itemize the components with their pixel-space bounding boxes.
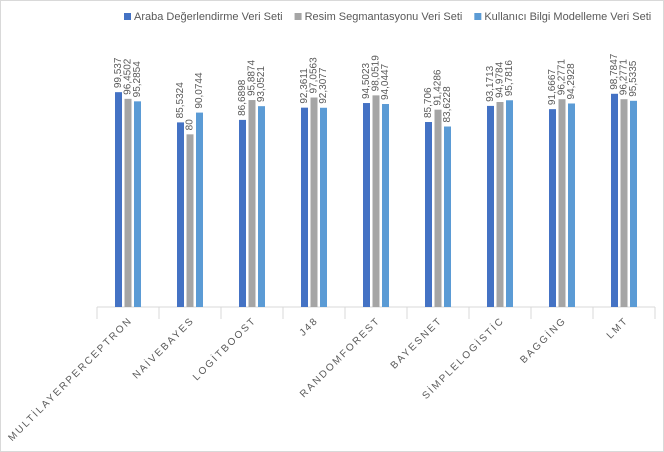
bar	[372, 95, 380, 308]
bar	[630, 100, 637, 308]
value-label: 98,0519	[371, 55, 382, 92]
value-label: 95,5335	[628, 60, 639, 97]
legend-swatch	[124, 13, 131, 20]
bar	[310, 97, 318, 308]
bar	[549, 109, 556, 307]
bar	[425, 122, 432, 307]
legend: Araba Değerlendirme Veri Seti Resim Segma…	[124, 11, 651, 23]
bar	[177, 122, 184, 307]
bar	[487, 105, 494, 308]
value-label: 96,2771	[557, 59, 568, 96]
value-label: 80	[185, 119, 196, 131]
value-label: 95,2854	[132, 61, 143, 98]
bar	[320, 107, 327, 307]
bar	[301, 107, 308, 307]
bar	[611, 93, 618, 307]
bar	[558, 99, 566, 307]
bar	[258, 106, 265, 307]
bar	[363, 103, 370, 308]
bar	[186, 134, 194, 307]
value-label: 93,1713	[485, 65, 496, 102]
value-label: 94,9784	[495, 61, 506, 98]
legend-label: Kullanıcı Bilgi Modelleme Veri Seti	[484, 11, 651, 23]
value-label: 93,0521	[256, 66, 267, 103]
value-label: 94,2928	[566, 63, 577, 100]
value-label: 95,8874	[247, 59, 258, 96]
legend-label: Resim Segmantasyonu Veri Seti	[305, 11, 463, 23]
bar	[620, 99, 628, 307]
legend-swatch	[294, 13, 302, 20]
bar	[382, 104, 389, 307]
bar	[248, 100, 256, 307]
bar	[239, 119, 246, 307]
value-label: 91,4286	[433, 69, 444, 106]
bar	[196, 112, 203, 307]
bar	[434, 109, 442, 308]
value-label: 96,2771	[619, 59, 630, 96]
value-label: 83,6228	[442, 86, 453, 123]
value-label: 97,0563	[309, 57, 320, 94]
value-label: 96,4502	[123, 58, 134, 95]
value-label: 85,5324	[175, 82, 186, 119]
bar	[115, 92, 122, 307]
value-label: 98,7847	[609, 53, 620, 90]
value-label: 90,0744	[194, 72, 205, 109]
bar	[506, 100, 513, 307]
value-label: 99,537	[113, 57, 124, 88]
value-label: 92,3077	[318, 67, 329, 104]
bar	[444, 126, 451, 307]
value-label: 86,6898	[237, 79, 248, 116]
bar	[568, 103, 575, 307]
value-label: 92,3611	[299, 68, 310, 104]
bar	[496, 102, 504, 308]
legend-swatch	[474, 13, 482, 20]
value-label: 85,706	[423, 87, 434, 118]
value-label: 94,0447	[380, 63, 391, 100]
bar	[124, 98, 132, 308]
value-label: 95,7816	[504, 60, 515, 97]
value-label: 91,6667	[547, 69, 558, 106]
bar	[134, 101, 141, 307]
legend-label: Araba Değerlendirme Veri Seti	[134, 11, 283, 23]
value-label: 94,5023	[361, 62, 372, 99]
